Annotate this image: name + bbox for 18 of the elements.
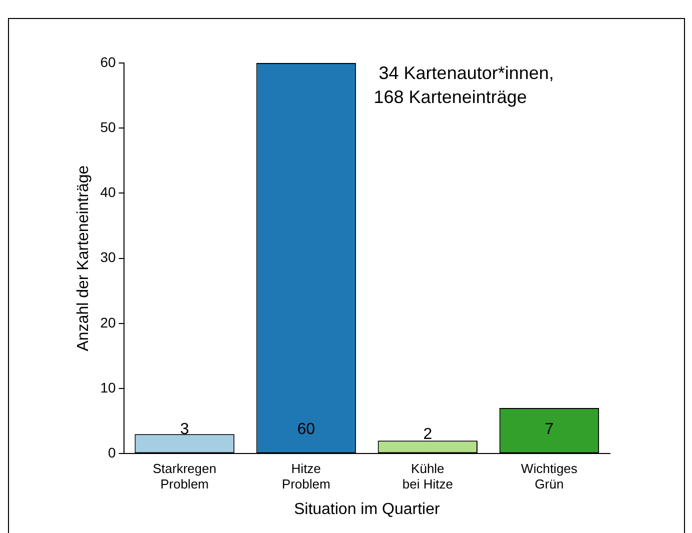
data-label: 2 — [423, 426, 432, 443]
y-tick-label: 20 — [100, 314, 116, 330]
x-tick-label: Hitze Problem — [282, 460, 330, 492]
y-tick-label: 10 — [100, 379, 116, 396]
x-tick-label: Wichtiges Grün — [521, 460, 578, 492]
y-tick-label: 0 — [108, 444, 116, 460]
x-tick-label: Starkregen Problem — [152, 460, 216, 492]
annotation: 34 Kartenautor*innen, 168 Karteneinträge — [374, 62, 554, 107]
y-axis-title: Anzahl der Karteneinträge — [75, 165, 92, 352]
y-tick-label: 60 — [100, 54, 116, 70]
y-tick-label: 50 — [100, 118, 116, 135]
y-tick-label: 40 — [100, 184, 116, 200]
data-label: 3 — [180, 421, 190, 438]
y-tick-label: 30 — [100, 249, 116, 266]
x-axis-title: Situation im Quartier — [294, 500, 440, 518]
data-label: 7 — [544, 421, 554, 438]
data-label: 60 — [297, 421, 316, 438]
x-tick-label: Kühle bei Hitze — [402, 460, 453, 492]
